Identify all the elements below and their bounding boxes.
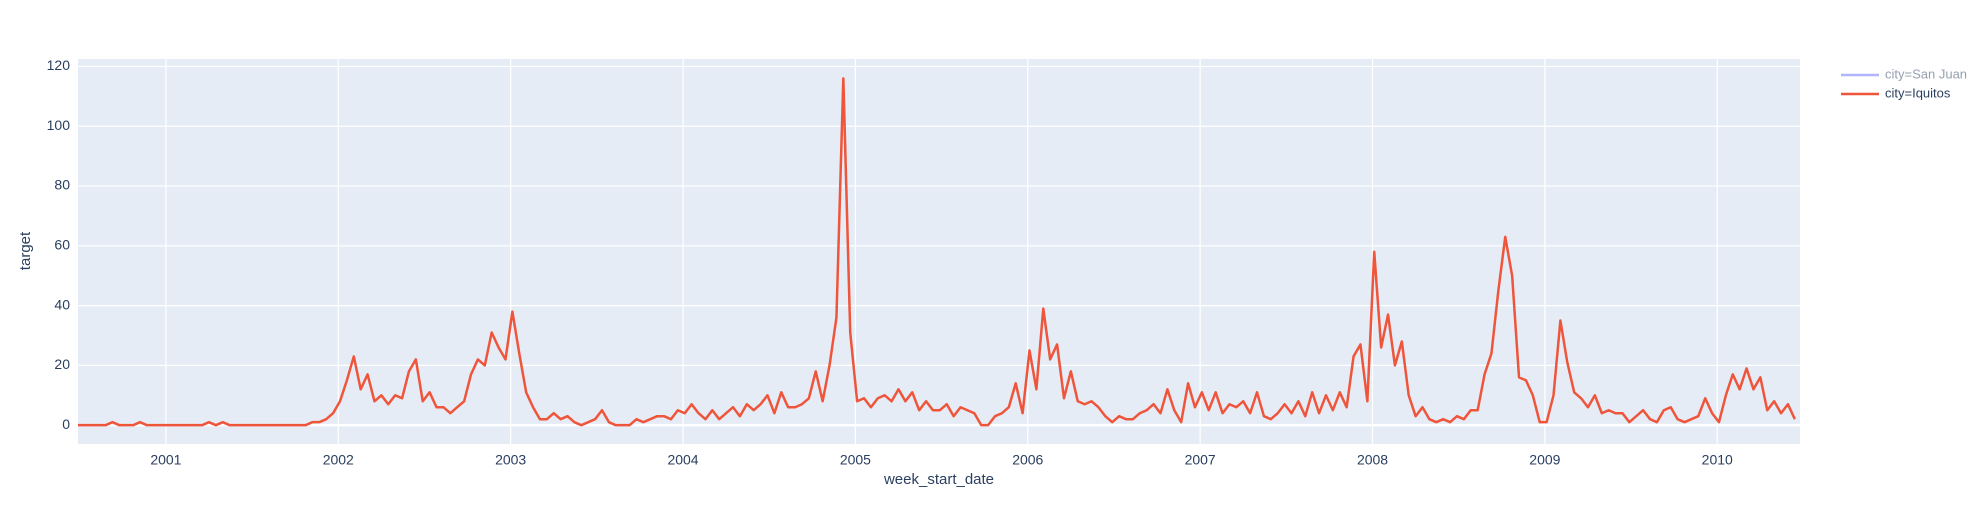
x-tick-label: 2004 — [667, 452, 698, 468]
line-series — [78, 77, 1796, 427]
legend-item[interactable]: city=San Juan — [1841, 66, 1967, 81]
plot-area — [78, 77, 1796, 427]
y-tick-label: 80 — [54, 177, 70, 193]
x-tick-label: 2001 — [150, 452, 181, 468]
legend-item[interactable]: city=Iquitos — [1841, 85, 1951, 100]
plot-background — [78, 59, 1800, 444]
y-tick-label: 0 — [62, 416, 70, 432]
x-tick-label: 2007 — [1185, 452, 1216, 468]
x-tick-label: 2009 — [1529, 452, 1560, 468]
x-tick-label: 2005 — [840, 452, 871, 468]
x-tick-label: 2010 — [1702, 452, 1733, 468]
grid — [78, 59, 1800, 444]
y-tick-label: 60 — [54, 237, 70, 253]
legend-label: city=San Juan — [1885, 66, 1967, 81]
x-axis-title: week_start_date — [883, 471, 994, 488]
x-tick-label: 2008 — [1357, 452, 1388, 468]
y-tick-label: 120 — [47, 57, 71, 73]
legend: city=San Juan city=Iquitos — [1841, 66, 1967, 100]
y-tick-label: 100 — [47, 117, 71, 133]
y-tick-label: 20 — [54, 356, 70, 372]
x-tick-label: 2002 — [323, 452, 354, 468]
labels: 0 20 40 60 80 100 120 2001 2002 2003 2004 2005 2006 2… — [47, 57, 1733, 468]
y-axis-title: target — [17, 231, 34, 270]
y-tick-label: 40 — [54, 296, 70, 312]
legend-label: city=Iquitos — [1885, 85, 1951, 100]
x-tick-label: 2006 — [1012, 452, 1043, 468]
x-tick-label: 2003 — [495, 452, 526, 468]
